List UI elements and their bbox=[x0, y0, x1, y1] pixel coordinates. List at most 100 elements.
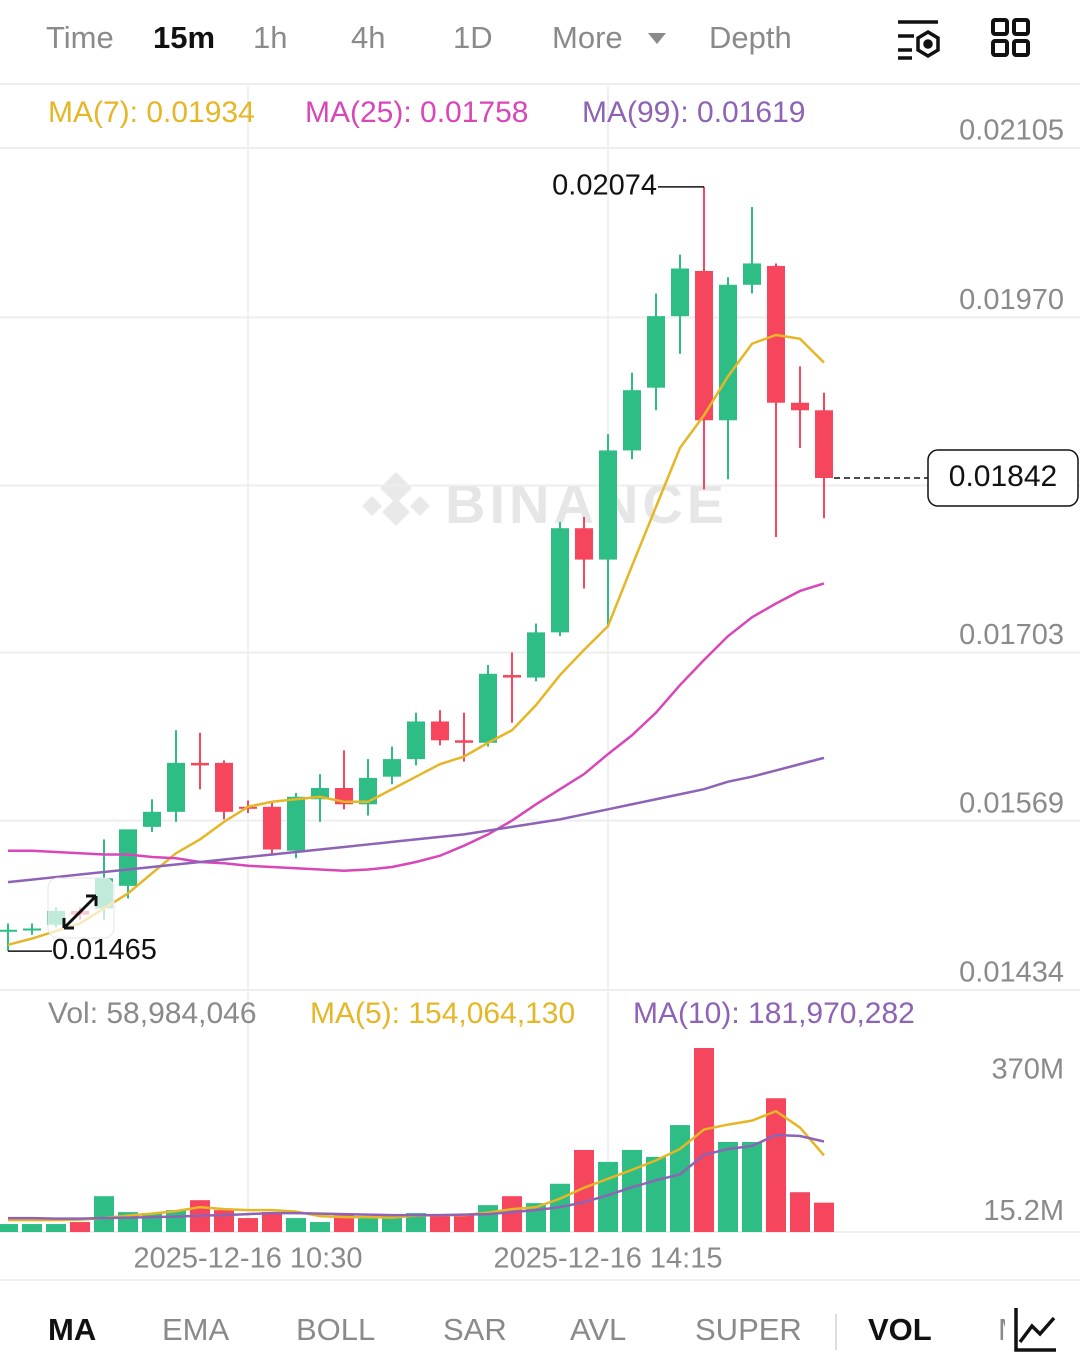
candle-body bbox=[287, 796, 305, 851]
volume-bar bbox=[742, 1141, 762, 1232]
candle-body bbox=[119, 829, 137, 886]
volume-bar bbox=[766, 1098, 786, 1232]
candle-body bbox=[527, 632, 545, 678]
volume-bar bbox=[70, 1222, 90, 1232]
candle-body bbox=[215, 762, 233, 812]
volume-bar bbox=[238, 1218, 258, 1232]
y-tick-label: 370M bbox=[991, 1054, 1064, 1086]
high-label: 0.02074 bbox=[552, 170, 657, 202]
y-tick-label: 0.01703 bbox=[959, 619, 1064, 651]
indicator-tab[interactable]: EMA bbox=[162, 1312, 230, 1347]
candle-body bbox=[791, 402, 809, 411]
candle-body bbox=[359, 777, 377, 805]
candle-body bbox=[815, 410, 833, 479]
volume-bar bbox=[22, 1224, 42, 1232]
candle-body bbox=[623, 390, 641, 451]
volume-bar bbox=[214, 1210, 234, 1232]
indicator-tab[interactable]: VOL bbox=[868, 1312, 932, 1347]
x-tick-label: 2025-12-16 10:30 bbox=[134, 1243, 363, 1275]
candle-body bbox=[719, 284, 737, 421]
volume-bar bbox=[406, 1213, 426, 1232]
last-price-label: 0.01842 bbox=[949, 460, 1057, 493]
candle-body bbox=[743, 263, 761, 285]
candle-body bbox=[23, 928, 41, 931]
volume-bar bbox=[286, 1218, 306, 1232]
volume-bar bbox=[46, 1224, 66, 1232]
volume-bar bbox=[694, 1048, 714, 1232]
candle-body bbox=[551, 528, 569, 633]
timeframe-tab[interactable]: 1h bbox=[253, 20, 287, 55]
candle-body bbox=[479, 673, 497, 743]
volume-bar bbox=[454, 1215, 474, 1232]
watermark: BINANCE bbox=[445, 472, 728, 535]
chart-icon[interactable] bbox=[1005, 1300, 1080, 1360]
x-tick-label: 2025-12-16 14:15 bbox=[494, 1243, 723, 1275]
volume-bar bbox=[502, 1196, 522, 1232]
legend-entry: MA(25): 0.01758 bbox=[305, 96, 528, 129]
candle-body bbox=[383, 759, 401, 777]
chart-layer: Time 15m 1h 4h 1D More Depth MA EMA BOLL SAR AVL SUP… bbox=[0, 20, 1080, 1347]
volume-bar bbox=[574, 1149, 594, 1232]
candle-body bbox=[647, 316, 665, 388]
legend-entry: MA(99): 0.01619 bbox=[582, 96, 805, 129]
volume-label: Vol: 58,984,046 bbox=[48, 997, 257, 1030]
candle-body bbox=[143, 811, 161, 827]
volume-bar bbox=[382, 1215, 402, 1232]
volume-bar bbox=[310, 1222, 330, 1232]
y-tick-label: 0.01434 bbox=[959, 957, 1064, 989]
timeframe-tab[interactable]: Time bbox=[46, 20, 114, 55]
y-tick-label: 0.02105 bbox=[959, 115, 1064, 147]
candle-body bbox=[671, 268, 689, 317]
volume-bar bbox=[94, 1196, 114, 1232]
indicator-tab[interactable]: AVL bbox=[570, 1312, 626, 1347]
volume-bar bbox=[622, 1149, 642, 1232]
watermark-logo bbox=[362, 472, 430, 526]
volume-bar bbox=[430, 1215, 450, 1232]
candle-body bbox=[191, 762, 209, 766]
volume-bar bbox=[166, 1210, 186, 1232]
timeframe-tab[interactable]: 4h bbox=[351, 20, 385, 55]
ma-line bbox=[8, 582, 825, 873]
indicator-tab[interactable]: BOLL bbox=[296, 1312, 375, 1347]
volume-bar bbox=[0, 1224, 18, 1232]
drag-handle[interactable] bbox=[47, 877, 115, 939]
volume-bar bbox=[718, 1141, 738, 1232]
legend-entry: MA(10): 181,970,282 bbox=[633, 997, 915, 1030]
layout-icon[interactable] bbox=[991, 18, 1030, 57]
volume-bar bbox=[790, 1192, 810, 1232]
legend-entry: MA(5): 154,064,130 bbox=[310, 997, 575, 1030]
indicator-tab[interactable]: SUPER bbox=[695, 1312, 802, 1347]
ma-line bbox=[7, 756, 825, 884]
volume-bar bbox=[358, 1217, 378, 1232]
candle-body bbox=[0, 929, 17, 932]
indicator-tab[interactable]: SAR bbox=[443, 1312, 507, 1347]
y-tick-label: 0.01569 bbox=[959, 787, 1064, 819]
candle-body bbox=[575, 528, 593, 560]
candle-body bbox=[167, 762, 185, 812]
volume-bar bbox=[262, 1212, 282, 1232]
settings-icon[interactable] bbox=[898, 20, 940, 60]
volume-bar bbox=[646, 1156, 666, 1232]
more-caret bbox=[648, 33, 666, 44]
candle-body bbox=[263, 806, 281, 850]
low-label: 0.01465 bbox=[52, 934, 157, 966]
timeframe-tab[interactable]: 15m bbox=[153, 20, 215, 55]
ma-line bbox=[7, 333, 825, 947]
timeframe-tab[interactable]: 1D bbox=[453, 20, 493, 55]
candle-body bbox=[407, 721, 425, 760]
candle-body bbox=[503, 675, 521, 678]
y-tick-label: 15.2M bbox=[983, 1195, 1064, 1227]
indicator-tab[interactable]: MA bbox=[48, 1312, 96, 1347]
candle-body bbox=[599, 450, 617, 560]
volume-ma-line bbox=[8, 1133, 825, 1220]
timeframe-tab[interactable]: Depth bbox=[709, 20, 792, 55]
legend-entry: MA(7): 0.01934 bbox=[48, 96, 255, 129]
volume-bar bbox=[814, 1202, 834, 1232]
timeframe-tab[interactable]: More bbox=[552, 20, 623, 55]
candle-body bbox=[311, 787, 329, 800]
candle-body bbox=[431, 721, 449, 741]
volume-bar bbox=[478, 1205, 498, 1232]
last-price-tag bbox=[927, 449, 1079, 507]
